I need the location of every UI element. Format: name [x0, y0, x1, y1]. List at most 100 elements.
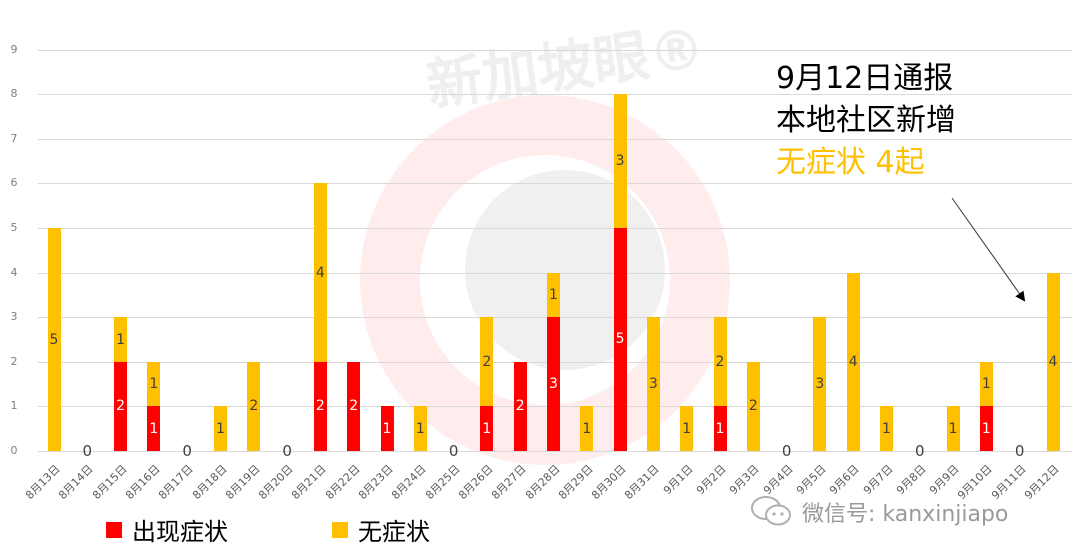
zero-value-label: 0	[282, 442, 292, 460]
segment-value-label: 3	[549, 376, 558, 393]
segment-value-label: 2	[349, 398, 359, 415]
segment-value-label: 1	[981, 420, 991, 437]
bar-segment-asymptomatic: 3	[646, 317, 660, 451]
y-tick-label: 9	[10, 42, 18, 56]
segment-value-label: 1	[882, 420, 891, 437]
zero-value-label: 0	[1014, 442, 1025, 460]
annotation-line-1: 9月12日通报	[776, 61, 954, 96]
bar-8月23日: 1	[380, 406, 394, 451]
legend-item-asymptomatic: 无症状	[332, 512, 430, 547]
segment-value-label: 5	[49, 331, 59, 348]
bar-segment-asymptomatic: 1	[147, 361, 161, 407]
bar-8月24日: 1	[413, 406, 427, 451]
zero-value-label: 0	[448, 442, 459, 460]
gridline	[38, 49, 1072, 51]
zero-value-label: 0	[82, 442, 93, 460]
bar-8月27日: 2	[513, 361, 527, 451]
gridline	[38, 183, 1072, 185]
bar-9月6日: 4	[846, 272, 860, 451]
annotation-line-3: 无症状 4起	[776, 145, 925, 180]
y-tick-label: 2	[10, 354, 18, 368]
bar-segment-asymptomatic: 2	[713, 317, 727, 407]
bar-segment-symptomatic: 2	[313, 361, 327, 451]
gridline	[38, 94, 1072, 96]
segment-value-label: 2	[116, 398, 126, 415]
zero-value-label: 0	[182, 442, 192, 460]
zero-value-label: 0	[781, 442, 792, 460]
bar-segment-symptomatic: 5	[613, 227, 627, 451]
y-tick-label: 4	[10, 265, 18, 279]
legend-label-asymptomatic: 无症状	[358, 518, 430, 546]
bar-segment-asymptomatic: 1	[680, 406, 694, 451]
bar-segment-asymptomatic: 1	[413, 406, 427, 451]
segment-value-label: 1	[482, 420, 492, 437]
bar-8月31日: 3	[646, 317, 660, 451]
y-tick-label: 8	[10, 87, 18, 101]
bar-segment-asymptomatic: 2	[480, 317, 494, 407]
bar-9月9日: 1	[946, 406, 960, 451]
bar-segment-symptomatic: 1	[380, 406, 394, 451]
bar-segment-asymptomatic: 1	[114, 317, 128, 362]
annotation-line-2: 本地社区新增	[776, 103, 956, 138]
gridline	[38, 138, 1072, 140]
segment-value-label: 1	[715, 420, 725, 437]
segment-value-label: 1	[682, 420, 692, 437]
y-tick-label: 7	[10, 131, 18, 145]
bar-segment-asymptomatic: 1	[547, 272, 560, 318]
bar-segment-symptomatic: 1	[979, 406, 993, 451]
bar-9月5日: 3	[813, 317, 827, 451]
bar-segment-symptomatic: 3	[547, 317, 560, 451]
segment-value-label: 1	[382, 420, 392, 437]
bar-segment-symptomatic: 1	[713, 406, 727, 451]
segment-value-label: 2	[748, 398, 758, 415]
segment-value-label: 1	[981, 376, 991, 393]
segment-value-label: 1	[149, 376, 159, 393]
segment-value-label: 3	[815, 376, 825, 393]
bar-9月7日: 1	[880, 406, 893, 451]
bar-9月1日: 1	[680, 406, 694, 451]
annotation-text: 9月12日通报 本地社区新增 无症状 4起	[776, 58, 956, 184]
bar-segment-asymptomatic: 3	[613, 94, 627, 228]
bar-segment-symptomatic: 1	[147, 406, 161, 451]
bar-segment-asymptomatic: 1	[214, 406, 227, 451]
y-tick-label: 5	[10, 221, 18, 234]
bar-segment-asymptomatic: 3	[813, 317, 827, 451]
bar-8月22日: 2	[347, 361, 361, 451]
gridline	[38, 451, 1072, 452]
segment-value-label: 4	[848, 353, 858, 370]
bar-segment-symptomatic: 2	[513, 361, 527, 451]
segment-value-label: 4	[315, 264, 325, 281]
wechat-watermark: 微信号: kanxinjiapo	[748, 494, 1008, 530]
segment-value-label: 4	[1048, 353, 1058, 370]
bar-segment-symptomatic: 2	[347, 361, 361, 451]
segment-value-label: 1	[116, 331, 126, 348]
segment-value-label: 2	[515, 398, 525, 415]
segment-value-label: 2	[249, 398, 259, 415]
segment-value-label: 1	[415, 420, 425, 437]
segment-value-label: 1	[582, 420, 592, 437]
wechat-icon	[751, 496, 791, 526]
legend-item-symptomatic: 出现症状	[106, 512, 228, 547]
bar-9月3日: 2	[746, 361, 760, 451]
segment-value-label: 1	[549, 286, 558, 303]
segment-value-label: 2	[715, 353, 725, 370]
legend-label-symptomatic: 出现症状	[132, 518, 228, 546]
bar-segment-asymptomatic: 4	[313, 183, 327, 362]
segment-value-label: 1	[149, 420, 159, 437]
segment-value-label: 1	[216, 420, 225, 437]
bar-8月29日: 1	[580, 406, 594, 451]
bar-segment-asymptomatic: 5	[47, 228, 61, 451]
segment-value-label: 1	[948, 420, 958, 437]
segment-value-label: 2	[315, 398, 325, 415]
bar-8月18日: 1	[214, 406, 227, 451]
bar-segment-asymptomatic: 1	[946, 406, 960, 451]
bar-segment-asymptomatic: 4	[846, 272, 860, 451]
